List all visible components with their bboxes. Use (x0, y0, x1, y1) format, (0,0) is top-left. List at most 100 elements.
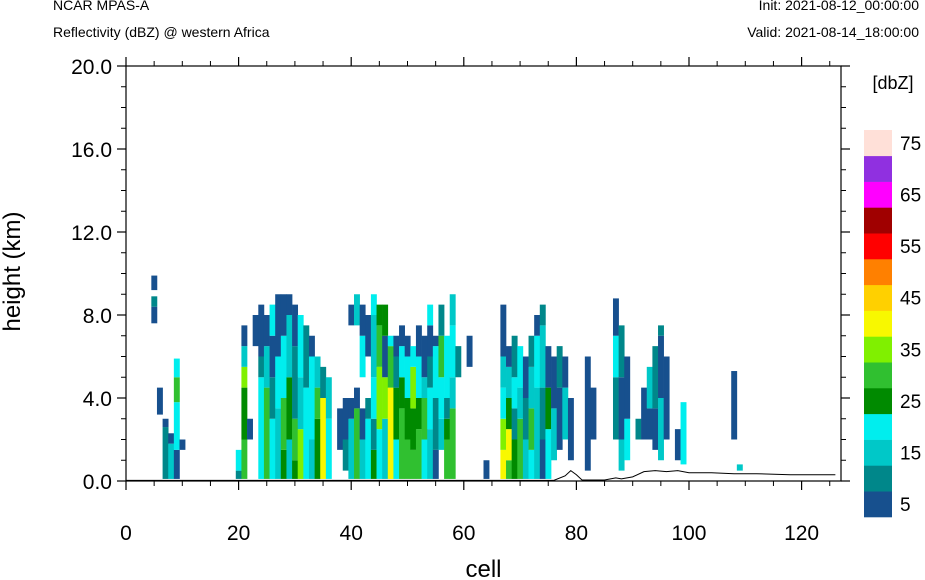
reflectivity-cell (562, 356, 569, 388)
reflectivity-cell (567, 398, 574, 461)
reflectivity-cell (370, 377, 377, 419)
reflectivity-cell (545, 429, 552, 479)
reflectivity-cell (612, 377, 619, 440)
reflectivity-cell (500, 449, 507, 479)
reflectivity-cell (387, 335, 394, 347)
reflectivity-cell (382, 418, 389, 479)
reflectivity-cell (517, 346, 524, 388)
colorbar-label: 25 (900, 392, 921, 413)
reflectivity-cell (483, 460, 490, 479)
reflectivity-cell (241, 387, 248, 440)
reflectivity-cell (528, 366, 535, 409)
reflectivity-cell (618, 439, 625, 471)
reflectivity-cell (173, 402, 180, 450)
x-tick-label: 0 (120, 522, 132, 545)
colorbar-swatch (864, 439, 892, 466)
reflectivity-cell (168, 433, 175, 444)
reflectivity-cell (517, 387, 524, 419)
reflectivity-cell (314, 387, 321, 419)
reflectivity-cell (618, 325, 625, 378)
y-axis-label: height (km) (0, 211, 26, 331)
reflectivity-cell (432, 449, 439, 479)
reflectivity-cell (404, 335, 411, 357)
reflectivity-cell (247, 418, 253, 440)
colorbar-label: 5 (900, 495, 911, 516)
reflectivity-cell (618, 377, 625, 440)
reflectivity-cell (410, 408, 417, 450)
reflectivity-cell (280, 335, 287, 398)
colorbar-title: [dbZ] (872, 73, 913, 93)
colorbar-label: 45 (900, 289, 921, 310)
reflectivity-cell (522, 398, 529, 440)
reflectivity-cell (539, 304, 546, 326)
reflectivity-cell (506, 346, 512, 367)
reflectivity-cell (438, 377, 445, 419)
reflectivity-cell (506, 366, 512, 398)
reflectivity-cell (545, 387, 552, 430)
reflectivity-cell (432, 346, 439, 398)
reflectivity-cell (292, 460, 299, 479)
reflectivity-cell (646, 408, 653, 440)
reflectivity-cell (354, 294, 360, 326)
reflectivity-cell (168, 443, 175, 479)
reflectivity-cell (415, 429, 422, 479)
y-tick-label: 20.0 (71, 56, 112, 79)
reflectivity-cell (308, 439, 315, 479)
reflectivity-cell (444, 335, 451, 398)
colorbar: 5 15 25 35 45 55 65 75 (864, 130, 921, 518)
reflectivity-cell (275, 408, 282, 479)
reflectivity-cell (556, 346, 563, 388)
reflectivity-cell (342, 439, 349, 471)
reflectivity-cell (286, 439, 293, 479)
colorbar-swatch (864, 465, 892, 492)
reflectivity-cell (393, 439, 400, 479)
reflectivity-cell (314, 356, 321, 388)
reflectivity-cell (444, 398, 451, 419)
reflectivity-cell (455, 346, 462, 378)
x-tick-label: 120 (784, 522, 819, 545)
reflectivity-cell (444, 439, 451, 479)
reflectivity-cell (511, 439, 518, 479)
reflectivity-cell (258, 356, 265, 378)
colorbar-swatch (864, 259, 892, 286)
reflectivity-cell (348, 304, 355, 326)
reflectivity-cell (427, 387, 434, 430)
reflectivity-cell (562, 387, 569, 440)
colorbar-swatch (864, 413, 892, 440)
x-axis-label: cell (465, 556, 501, 580)
reflectivity-cell (539, 387, 546, 440)
reflectivity-cell (263, 346, 270, 388)
reflectivity-cell (658, 325, 664, 336)
reflectivity-cell (286, 377, 293, 440)
reflectivity-cell (173, 377, 180, 403)
reflectivity-cell (151, 296, 158, 307)
reflectivity-cell (506, 429, 512, 461)
reflectivity-cell (292, 346, 299, 419)
reflectivity-cell (241, 439, 248, 479)
reflectivity-cell (258, 377, 265, 479)
reflectivity-cell (151, 275, 158, 291)
reflectivity-cell (731, 371, 738, 440)
reflectivity-cell (466, 335, 473, 367)
x-tick-label: 60 (452, 522, 475, 545)
reflectivity-cell (359, 439, 366, 479)
colorbar-swatch (864, 207, 892, 234)
reflectivity-cell (680, 402, 687, 465)
model-label: NCAR MPAS-A (53, 0, 150, 13)
reflectivity-cell (387, 387, 394, 479)
reflectivity-cell (415, 325, 422, 357)
reflectivity-cell (511, 335, 518, 378)
reflectivity-cell (410, 366, 417, 409)
reflectivity-cell (449, 377, 456, 409)
reflectivity-cell (241, 325, 248, 347)
reflectivity-cell (410, 346, 417, 367)
reflectivity-cell (652, 346, 659, 409)
reflectivity-cell (658, 335, 664, 398)
valid-time-label: Valid: 2021-08-14_18:00:00 (747, 24, 919, 40)
reflectivity-cell (410, 449, 417, 479)
reflectivity-cell (370, 294, 377, 315)
reflectivity-cell (382, 377, 389, 419)
reflectivity-cell (449, 408, 456, 479)
y-tick-label: 0.0 (83, 471, 112, 494)
reflectivity-cell (173, 449, 180, 479)
